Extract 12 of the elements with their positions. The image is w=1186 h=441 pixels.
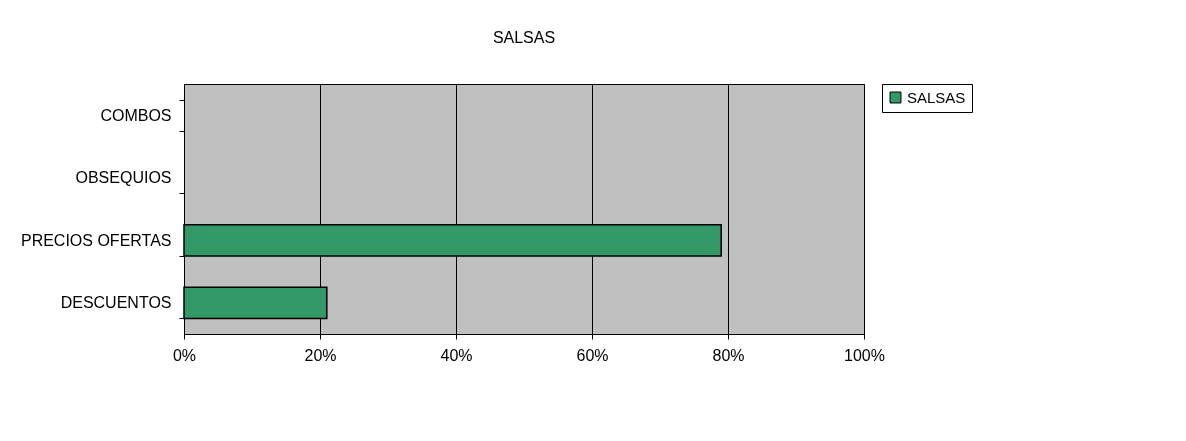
legend-label: SALSAS [907, 88, 966, 106]
y-tick-label: DESCUENTOS [60, 294, 172, 312]
x-tick-label: 20% [304, 346, 337, 364]
x-tick-label: 100% [844, 346, 885, 364]
x-tick-label: 40% [440, 346, 473, 364]
x-tick-label: 0% [172, 346, 197, 364]
chart-title: SALSAS [492, 29, 556, 46]
y-tick-label: PRECIOS OFERTAS [20, 231, 172, 249]
x-tick-label: 80% [712, 346, 745, 364]
x-tick-label: 60% [576, 346, 609, 364]
y-tick-label: OBSEQUIOS [75, 169, 172, 187]
y-tick-label: COMBOS [100, 106, 172, 124]
